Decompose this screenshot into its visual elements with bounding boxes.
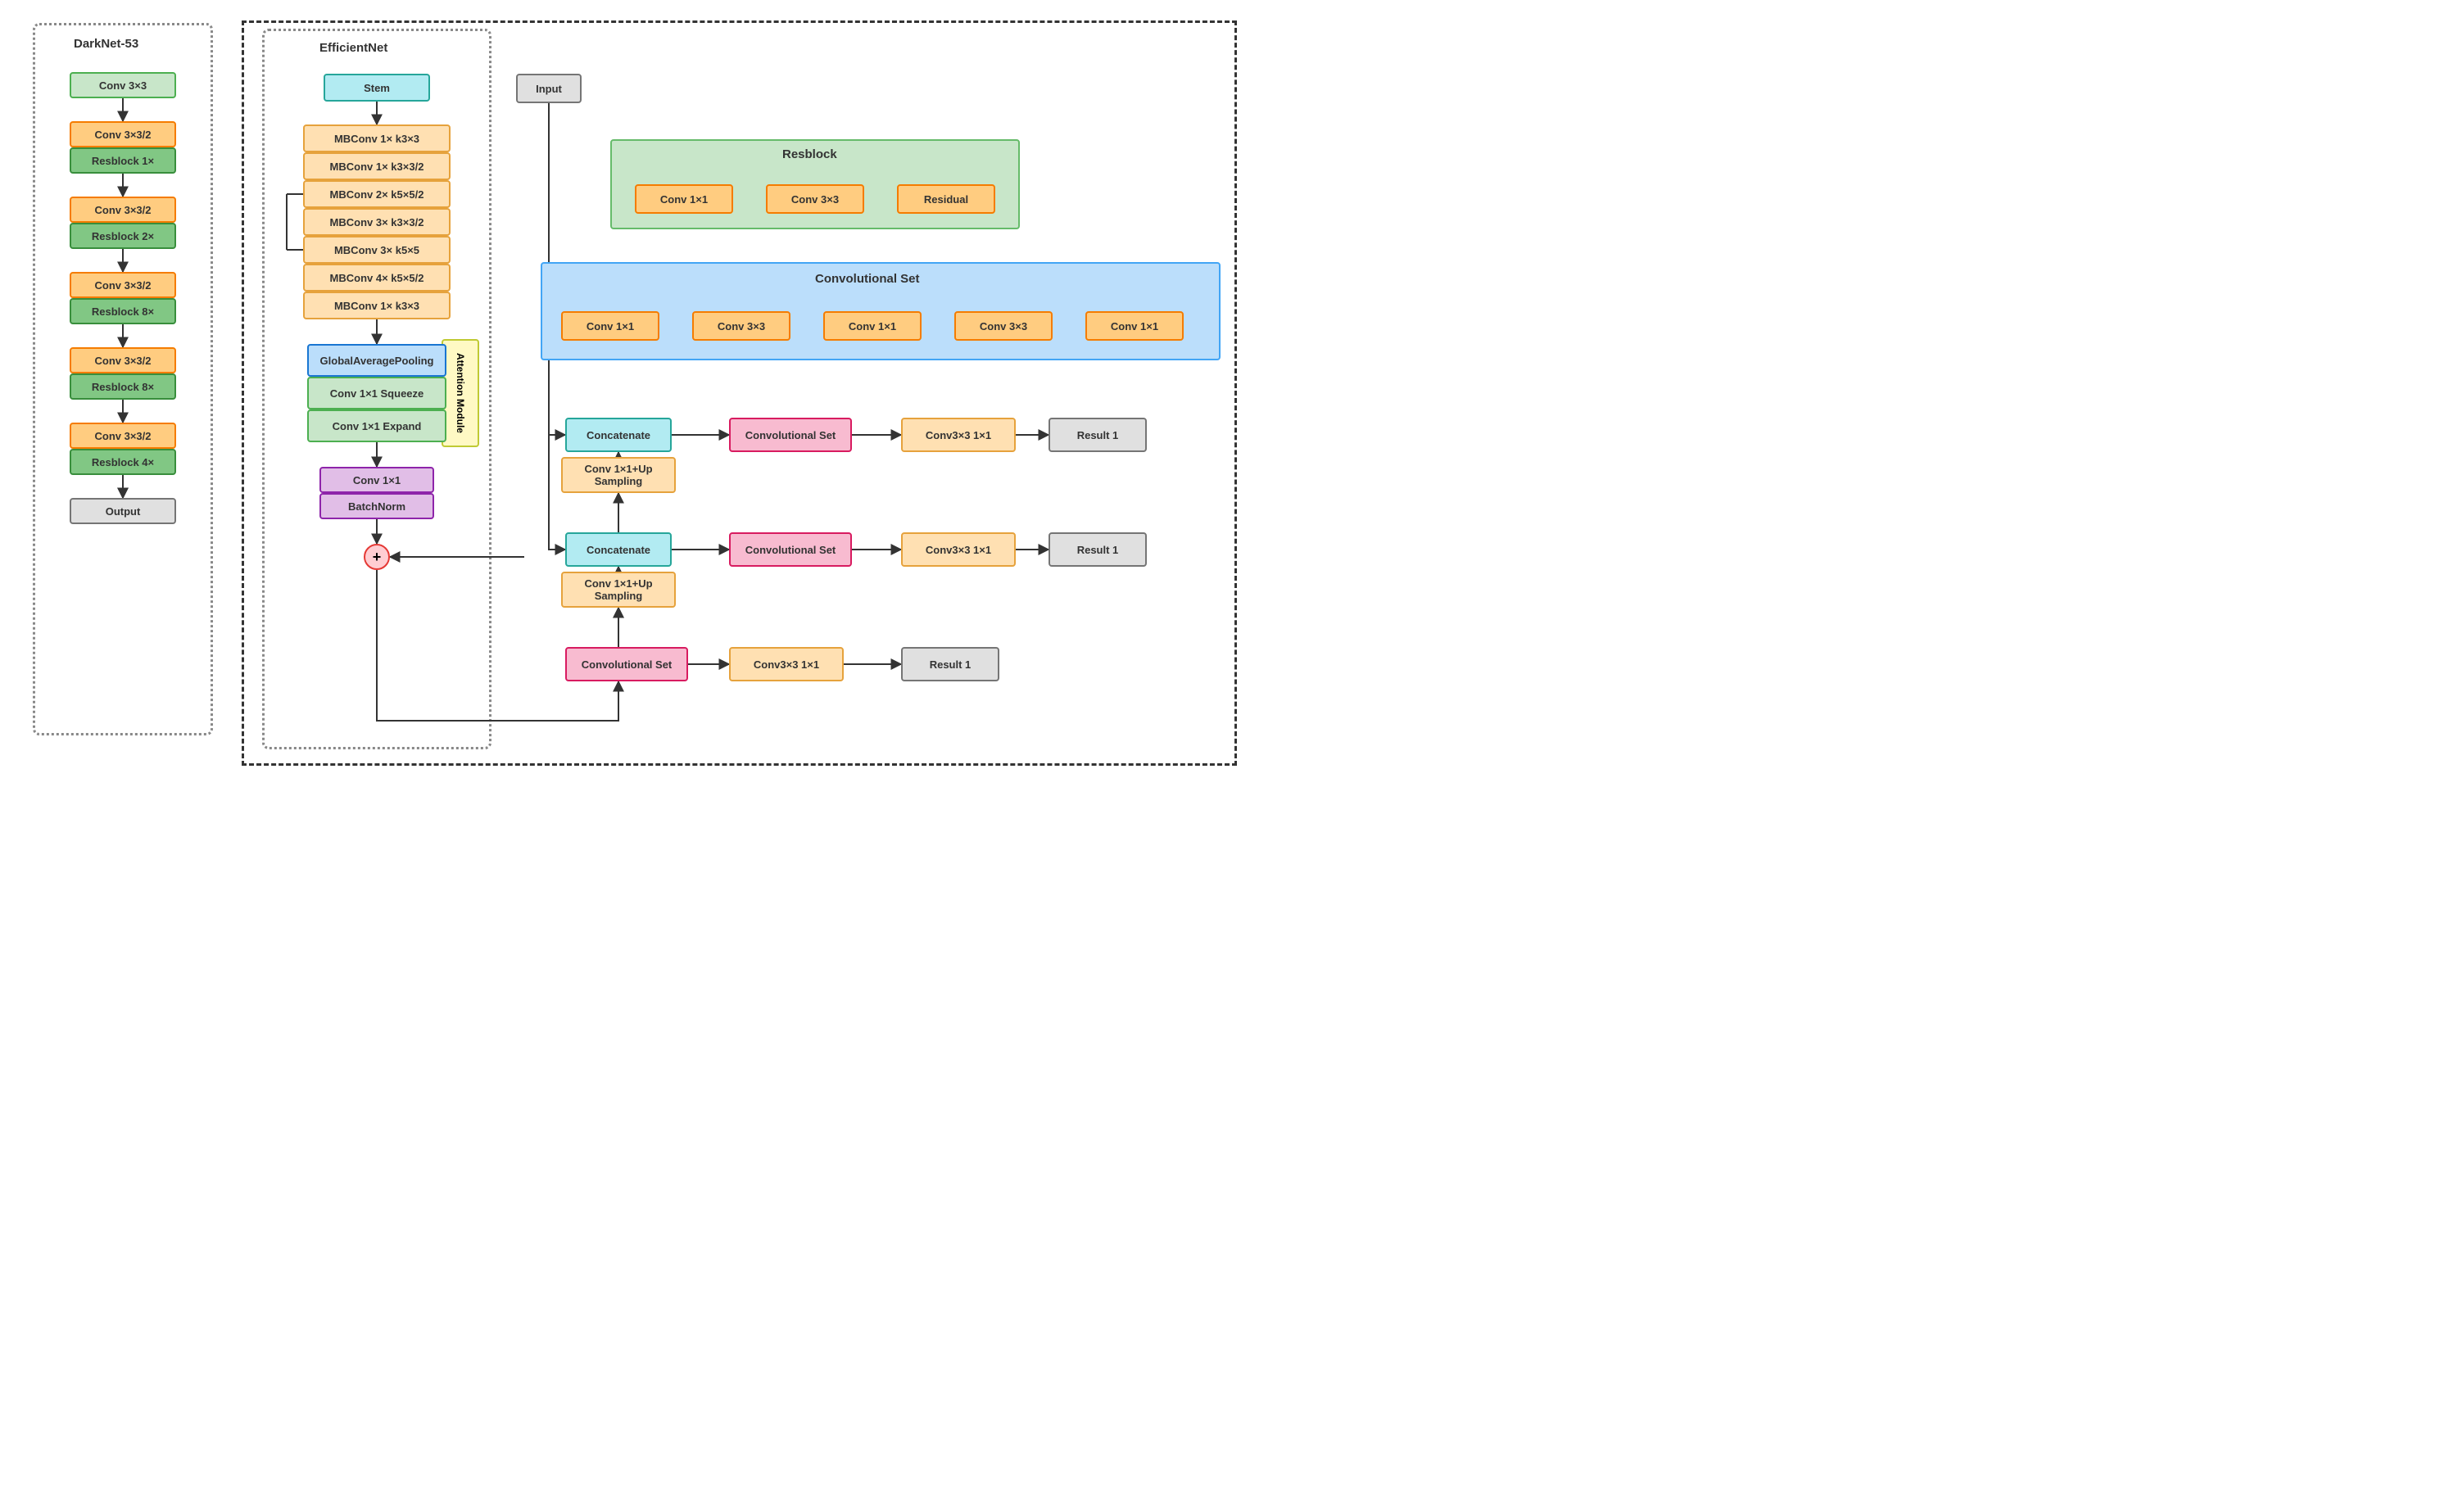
- efficientnet-title: EfficientNet: [319, 41, 387, 55]
- attention-1: Conv 1×1 Squeeze: [307, 377, 446, 409]
- convset-item-2: Conv 1×1: [823, 311, 922, 341]
- convset-item-4: Conv 1×1: [1085, 311, 1184, 341]
- darknet-0: Conv 3×3: [70, 72, 176, 98]
- convset-item-3: Conv 3×3: [954, 311, 1053, 341]
- concat-1: Concatenate: [565, 532, 672, 567]
- pl-conv33-1: Conv3×3 1×1: [901, 532, 1016, 567]
- pl-convset-0: Convolutional Set: [729, 418, 852, 452]
- plus-node: +: [364, 544, 390, 570]
- mbconv-2: MBConv 2× k5×5/2: [303, 180, 451, 208]
- mbconv-1: MBConv 1× k3×3/2: [303, 152, 451, 180]
- pl-conv33-0: Conv3×3 1×1: [901, 418, 1016, 452]
- darknet-3: Conv 3×3/2: [70, 197, 176, 223]
- resblock-title: Resblock: [782, 147, 837, 161]
- mbconv-6: MBConv 1× k3×3: [303, 292, 451, 319]
- eff-tail-1: BatchNorm: [319, 493, 434, 519]
- pl-result-2: Result 1: [901, 647, 999, 681]
- stem: Stem: [324, 74, 430, 102]
- resblock-item-0: Conv 1×1: [635, 184, 733, 214]
- darknet-10: Resblock 4×: [70, 449, 176, 475]
- convset-title: Convolutional Set: [815, 272, 920, 286]
- mbconv-0: MBConv 1× k3×3: [303, 124, 451, 152]
- mbconv-3: MBConv 3× k3×3/2: [303, 208, 451, 236]
- upsamp-0: Conv 1×1+Up Sampling: [561, 457, 676, 493]
- darknet-5: Conv 3×3/2: [70, 272, 176, 298]
- pl-convset-2: Convolutional Set: [565, 647, 688, 681]
- mbconv-4: MBConv 3× k5×5: [303, 236, 451, 264]
- attention-panel: Attention Module: [442, 339, 479, 447]
- attention-2: Conv 1×1 Expand: [307, 409, 446, 442]
- convset-item-0: Conv 1×1: [561, 311, 659, 341]
- darknet-2: Resblock 1×: [70, 147, 176, 174]
- eff-tail-0: Conv 1×1: [319, 467, 434, 493]
- darknet-9: Conv 3×3/2: [70, 423, 176, 449]
- input-block: Input: [516, 74, 582, 103]
- darknet-11: Output: [70, 498, 176, 524]
- upsamp-1: Conv 1×1+Up Sampling: [561, 572, 676, 608]
- darknet-8: Resblock 8×: [70, 373, 176, 400]
- mbconv-5: MBConv 4× k5×5/2: [303, 264, 451, 292]
- darknet-7: Conv 3×3/2: [70, 347, 176, 373]
- darknet-6: Resblock 8×: [70, 298, 176, 324]
- convset-item-1: Conv 3×3: [692, 311, 790, 341]
- darknet-4: Resblock 2×: [70, 223, 176, 249]
- pl-result-1: Result 1: [1049, 532, 1147, 567]
- pl-result-0: Result 1: [1049, 418, 1147, 452]
- resblock-item-1: Conv 3×3: [766, 184, 864, 214]
- pl-convset-1: Convolutional Set: [729, 532, 852, 567]
- concat-0: Concatenate: [565, 418, 672, 452]
- attention-0: GlobalAveragePooling: [307, 344, 446, 377]
- resblock-item-2: Residual: [897, 184, 995, 214]
- pl-conv33-2: Conv3×3 1×1: [729, 647, 844, 681]
- darknet-1: Conv 3×3/2: [70, 121, 176, 147]
- darknet-title: DarkNet-53: [74, 37, 138, 51]
